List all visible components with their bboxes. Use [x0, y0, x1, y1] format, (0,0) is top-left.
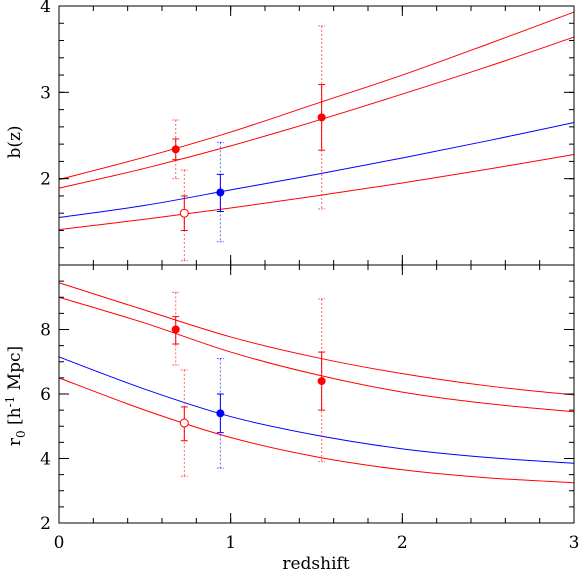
top-curve-1: [58, 36, 575, 189]
top-curve-3: [58, 153, 575, 231]
bottom-curve-2: [58, 356, 575, 464]
bottom-curve-0: [58, 282, 575, 396]
top-point-3: [317, 25, 326, 210]
top-point-1: [179, 169, 189, 262]
y-tick-label: 8: [40, 321, 51, 341]
y-tick-label: 4: [40, 0, 51, 17]
ylabel-unit-left: [h: [5, 407, 25, 430]
bottom-curve-3: [58, 377, 575, 484]
y-tick-label: 2: [40, 170, 51, 190]
top-ticks: 2 3 4: [40, 0, 575, 266]
marker-open: [179, 418, 189, 428]
top-panel: 2 3 4 b(z): [5, 0, 575, 266]
ylabel-unit-sup: -1: [3, 396, 17, 408]
bottom-point-1: [179, 369, 189, 477]
x-tick-label: 0: [54, 533, 65, 553]
bottom-curves: [58, 282, 575, 484]
marker-filled: [317, 377, 326, 386]
ylabel-unit-right: Mpc]: [5, 346, 25, 396]
marker-filled: [171, 325, 180, 334]
marker-filled: [317, 113, 326, 122]
top-curve-0: [58, 11, 575, 181]
bottom-point-0: [171, 291, 180, 366]
bottom-curve-1: [58, 296, 575, 413]
x-tick-label: 3: [569, 533, 579, 553]
y-tick-label: 6: [40, 385, 51, 405]
bottom-point-2: [216, 358, 225, 469]
top-points: [171, 25, 326, 262]
top-point-0: [171, 119, 180, 180]
bottom-point-3: [317, 298, 326, 463]
marker-open: [179, 208, 189, 218]
top-point-2: [216, 141, 225, 243]
y-tick-label: 4: [40, 450, 51, 470]
bottom-points: [171, 291, 326, 477]
bottom-y-axis-label: r0 [h-1 Mpc]: [3, 346, 28, 446]
bottom-ticks: 2 4 6 8 0 1 2 3: [40, 264, 579, 553]
top-y-axis-label: b(z): [5, 125, 25, 158]
y-tick-label: 3: [40, 83, 51, 103]
y-tick-label: 2: [40, 514, 51, 534]
ylabel-sub: 0: [14, 430, 28, 438]
ylabel-main: r: [5, 437, 25, 446]
marker-filled: [171, 145, 180, 154]
x-tick-label: 2: [397, 533, 408, 553]
x-tick-label: 1: [225, 533, 236, 553]
top-curve-2: [58, 122, 575, 219]
x-axis-label: redshift: [282, 554, 349, 573]
marker-filled: [216, 409, 225, 418]
top-curves: [58, 11, 575, 231]
bottom-frame: [58, 264, 575, 524]
top-frame: [58, 5, 575, 266]
marker-filled: [216, 188, 225, 197]
